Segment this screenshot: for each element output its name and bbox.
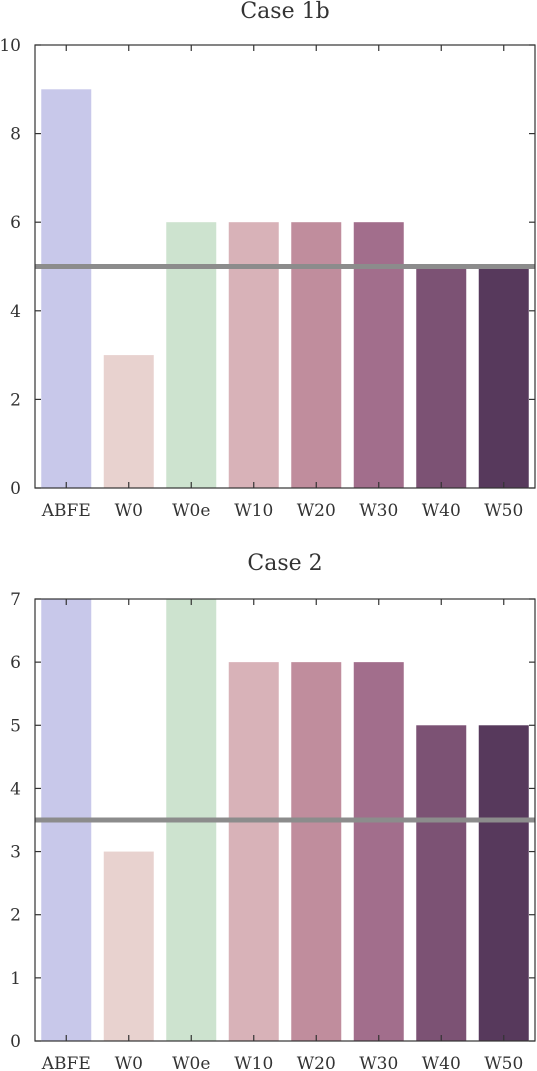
y-tick-label: 0 bbox=[10, 479, 21, 499]
y-tick-label: 4 bbox=[10, 779, 21, 799]
axes-frame bbox=[34, 598, 536, 1042]
y-tick-label: 2 bbox=[10, 390, 21, 410]
x-tick-label: W0 bbox=[115, 501, 143, 521]
x-tick-label: W50 bbox=[484, 1054, 523, 1071]
y-tick-label: 4 bbox=[10, 302, 21, 322]
axes-frame bbox=[34, 44, 536, 489]
bar-w30 bbox=[353, 222, 404, 488]
x-tick-label: W30 bbox=[359, 501, 398, 521]
x-tick-label: W10 bbox=[234, 1054, 273, 1071]
chart-case-2: Case 2 ABFE W0 W0e W10 W20 W30 W40 W50 0 1 2 3 4 5 6 7 bbox=[10, 551, 536, 1071]
x-tick-label: W40 bbox=[422, 501, 461, 521]
y-tick-label: 10 bbox=[0, 36, 21, 56]
bar-w30 bbox=[353, 662, 404, 1041]
x-tick-label: W20 bbox=[297, 501, 336, 521]
bar-abfe bbox=[41, 89, 92, 489]
x-tick-label: W40 bbox=[422, 1054, 461, 1071]
y-tick-label: 1 bbox=[10, 969, 21, 989]
bar-w50 bbox=[478, 725, 529, 1041]
x-tick-label: W0e bbox=[172, 501, 210, 521]
y-tick-label: 3 bbox=[10, 843, 21, 863]
bar-w40 bbox=[416, 266, 467, 488]
chart-title: Case 1b bbox=[240, 0, 329, 24]
bar-w20 bbox=[291, 222, 342, 488]
x-tick-label: W30 bbox=[359, 1054, 398, 1071]
bar-w10 bbox=[228, 222, 279, 488]
y-tick-label: 7 bbox=[10, 590, 21, 610]
y-tick-label: 5 bbox=[10, 716, 21, 736]
bar-w50 bbox=[478, 266, 529, 488]
bar-w10 bbox=[228, 662, 279, 1041]
x-tick-label: ABFE bbox=[41, 1054, 91, 1071]
bar-w40 bbox=[416, 725, 467, 1041]
y-tick-label: 8 bbox=[10, 125, 21, 145]
y-tick-label: 2 bbox=[10, 906, 21, 926]
chart-case-1b: Case 1b ABFE W0 W0e W10 W20 W30 W40 W50 0 2 4 6 8 10 bbox=[0, 0, 536, 521]
x-tick-label: W10 bbox=[234, 501, 273, 521]
y-tick-label: 6 bbox=[10, 653, 21, 673]
x-tick-label: ABFE bbox=[41, 501, 91, 521]
bar-w0 bbox=[103, 851, 154, 1041]
x-tick-label: W0e bbox=[172, 1054, 210, 1071]
bar-w20 bbox=[291, 662, 342, 1041]
y-tick-label: 0 bbox=[10, 1032, 21, 1052]
bar-w0e bbox=[166, 222, 217, 488]
x-tick-label: W50 bbox=[484, 501, 523, 521]
bar-w0 bbox=[103, 355, 154, 488]
y-tick-label: 6 bbox=[10, 213, 21, 233]
x-tick-label: W20 bbox=[297, 1054, 336, 1071]
chart-title: Case 2 bbox=[247, 551, 322, 576]
x-tick-label: W0 bbox=[115, 1054, 143, 1071]
